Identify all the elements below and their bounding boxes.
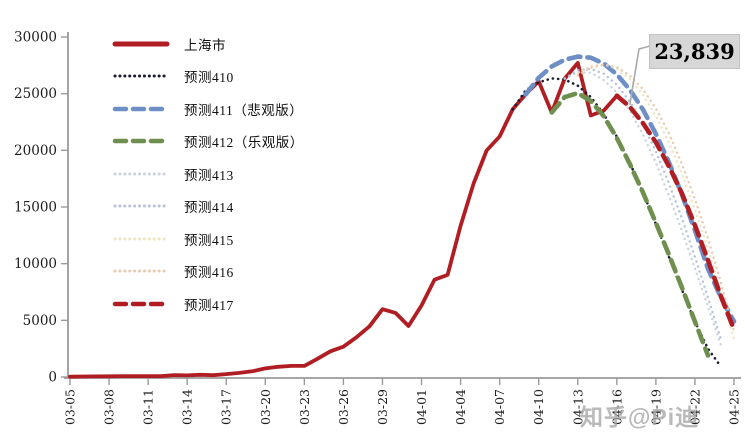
x-tick-label: 04-13 (570, 389, 585, 425)
legend-label: 预测411（悲观版） (184, 102, 304, 118)
x-tick-label: 03-11 (141, 389, 156, 425)
y-tick-label: 25000 (14, 86, 57, 102)
y-tick-label: 5000 (23, 313, 57, 329)
legend-line-sample (112, 138, 170, 144)
series-line-3 (549, 90, 711, 358)
y-tick-label: 15000 (14, 200, 57, 216)
legend-line-sample (113, 204, 169, 208)
x-tick-label: 04-16 (609, 389, 624, 425)
x-tick-label: 04-19 (648, 389, 663, 425)
legend-line-sample (113, 172, 169, 175)
legend-label: 上海市 (184, 37, 226, 53)
legend-line-sample (113, 237, 169, 240)
legend-line-sample (113, 74, 169, 78)
legend-item-8: 预测417 (112, 297, 304, 313)
x-tick-label: 03-17 (219, 389, 234, 425)
legend-item-2: 预测411（悲观版） (112, 102, 304, 118)
legend-item-5: 预测414 (112, 200, 304, 215)
y-tick-label: 10000 (14, 256, 57, 272)
legend-label: 预测414 (184, 200, 234, 215)
legend-item-0: 上海市 (112, 37, 304, 53)
legend-line-sample (112, 301, 170, 306)
legend-label: 预测412（乐观版） (184, 135, 304, 150)
x-tick-label: 03-05 (63, 389, 78, 425)
x-tick-label: 04-22 (687, 389, 702, 425)
legend-item-3: 预测412（乐观版） (112, 135, 304, 150)
x-tick-label: 04-25 (727, 389, 742, 425)
series-line-2 (523, 54, 737, 324)
legend-line-sample (113, 269, 169, 273)
legend-line-sample (112, 106, 170, 111)
x-tick-label: 04-01 (414, 389, 429, 425)
y-tick-label: 0 (48, 370, 57, 386)
annotation-callout-line (629, 45, 651, 105)
legend: 上海市预测410 预测411（悲观版） 预测412（乐观版） 预测413 预测414 预测… (112, 37, 304, 330)
series-line-7 (576, 63, 736, 333)
legend-label: 预测417 (184, 297, 234, 313)
legend-item-4: 预测413 (112, 167, 304, 183)
x-tick-label: 03-20 (258, 389, 273, 425)
series-line-4 (563, 70, 723, 347)
x-tick-label: 03-14 (180, 389, 195, 425)
x-tick-label: 03-29 (375, 389, 390, 425)
x-tick-label: 03-08 (102, 389, 117, 425)
legend-item-6: 预测415 (112, 232, 304, 248)
x-tick-label: 04-10 (531, 389, 546, 425)
series-line-8 (614, 93, 737, 332)
legend-item-7: 预测416 (112, 265, 304, 280)
x-tick-label: 03-26 (336, 389, 351, 425)
x-tick-label: 04-04 (453, 389, 468, 425)
watermark: 知乎@Pi迪 (580, 404, 700, 430)
x-tick-label: 03-23 (297, 389, 312, 425)
legend-label: 预测413 (184, 167, 234, 183)
annotation-box: 23,839 (649, 34, 740, 69)
x-tick-label: 04-07 (492, 389, 507, 425)
series-line-6 (576, 63, 736, 341)
legend-label: 预测415 (184, 232, 234, 248)
legend-line-sample (112, 41, 170, 46)
legend-item-1: 预测410 (112, 70, 304, 85)
y-tick-label: 20000 (14, 143, 57, 159)
legend-label: 预测410 (184, 70, 234, 85)
y-tick-label: 30000 (14, 30, 57, 46)
legend-label: 预测416 (184, 265, 234, 280)
